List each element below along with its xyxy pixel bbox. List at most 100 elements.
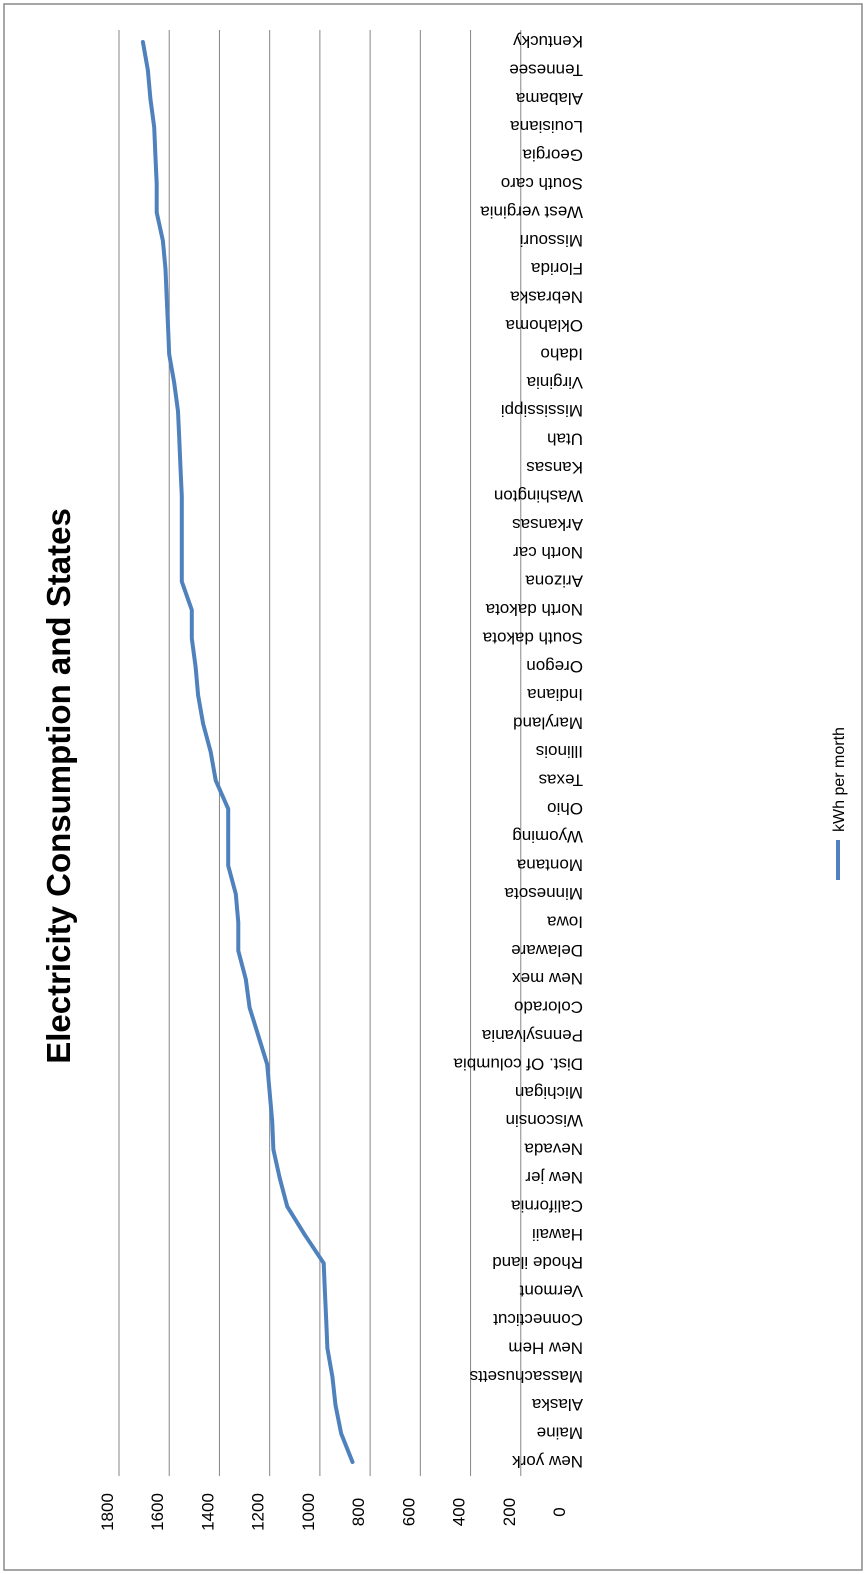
y-tick-label: 200 [500,1498,519,1526]
data-point [236,949,240,953]
data-point [141,40,145,44]
category-label: North car [513,543,583,562]
data-point [234,892,238,896]
y-tick-label: 600 [399,1498,418,1526]
data-point [155,182,159,186]
data-point [196,693,200,697]
data-point [248,1006,252,1010]
data-point [165,296,169,300]
category-label: Nebraska [510,288,583,307]
category-label: Maine [537,1424,583,1443]
data-point [330,1375,334,1379]
y-tick-label: 1600 [148,1493,167,1531]
data-point [322,1261,326,1265]
data-point [226,864,230,868]
y-tick-label: 800 [349,1498,368,1526]
data-point [226,807,230,811]
category-label: Idaho [540,344,583,363]
data-point [265,1062,269,1066]
category-label: Hawaii [532,1225,583,1244]
data-point [324,1318,328,1322]
data-point [180,551,184,555]
data-point [163,267,168,271]
data-point [350,1460,355,1464]
y-tick-label: 1200 [249,1493,268,1531]
category-label: Minnesota [504,884,583,903]
category-label: Iowa [547,912,583,931]
data-point [153,154,157,158]
data-point [323,1290,327,1294]
data-point [161,239,165,243]
category-label: Arkansas [512,515,583,534]
y-tick-label: 1800 [98,1493,117,1531]
category-label: Pennsylvania [481,1026,583,1045]
category-label: Connecticut [493,1310,583,1329]
data-point [201,722,205,726]
category-label: Kentucky [513,32,583,51]
category-label: Oregon [526,657,583,676]
category-label: Wyoming [512,827,583,846]
category-label: Delaware [511,941,583,960]
category-label: Alabama [515,89,583,108]
category-label: Michigan [515,1083,583,1102]
category-label: Tennesee [509,60,583,79]
data-point [155,210,159,214]
data-point [325,1346,329,1350]
legend: kWh per morth [831,727,848,880]
data-point [194,665,198,669]
category-label: Kansas [526,458,583,477]
data-point [214,778,218,783]
data-point [236,920,240,925]
category-label: Utah [547,430,583,449]
data-point [303,1233,307,1237]
data-point [180,580,184,584]
category-label: Florida [530,259,583,278]
category-label: West verginia [480,202,583,221]
category-label: Montana [516,856,583,875]
category-label: South caro [501,174,583,193]
data-point [172,381,176,385]
y-tick-label: 400 [450,1498,469,1526]
category-label: Colorado [514,998,583,1017]
data-point [209,750,213,754]
y-tick-label: 0 [550,1507,569,1516]
legend-label: kWh per morth [831,727,848,832]
data-point [333,1403,338,1407]
category-label: Washington [494,486,583,505]
category-label: New mex [512,969,583,988]
category-label: Rhode iland [492,1253,583,1272]
data-point [190,636,194,641]
data-point [271,1148,275,1152]
chart-border [3,3,863,1571]
category-label: Arizona [525,572,583,591]
data-point [167,352,171,356]
data-point [256,1034,260,1038]
category-label: Missouri [520,231,583,250]
data-point [180,523,184,527]
category-label: Ohio [547,799,583,818]
category-label: North dakota [485,600,583,619]
category-label: New york [512,1452,583,1471]
category-label: Dist. Of columbia [453,1054,583,1073]
category-label: New jer [525,1168,583,1187]
category-label: Illinois [536,742,583,761]
category-label: Mississippi [501,401,583,420]
category-label: South dakota [482,628,583,647]
data-point [339,1432,343,1436]
category-label: Oklahoma [505,316,583,335]
data-point [178,466,183,470]
data-point [244,977,248,981]
series-points [141,40,355,1464]
data-point [152,125,156,129]
category-label: Indiana [527,685,583,704]
y-tick-label: 1400 [198,1493,217,1531]
category-label: Georgia [522,146,583,165]
data-point [177,438,181,442]
category-label: Nevada [524,1140,583,1159]
category-label: Vermont [519,1282,583,1301]
data-point [180,494,184,498]
category-label: Virginia [526,373,583,392]
data-point [270,1119,274,1123]
data-point [146,68,150,72]
